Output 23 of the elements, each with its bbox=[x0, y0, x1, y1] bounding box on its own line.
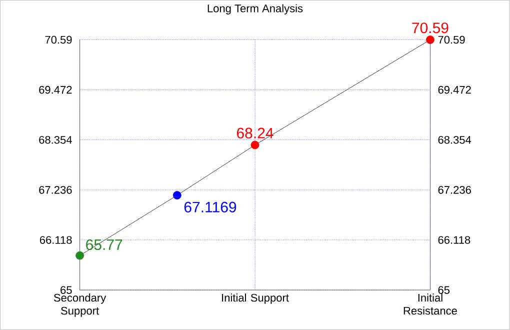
x-tick-label: Initial Resistance bbox=[404, 294, 457, 315]
y-tick-label: 70.59 bbox=[45, 36, 72, 44]
point bbox=[250, 140, 260, 150]
point bbox=[76, 251, 84, 260]
x-tick-label: Initial Support bbox=[222, 294, 289, 304]
data-label: 67.1169 bbox=[184, 202, 236, 213]
point bbox=[426, 36, 434, 44]
data-label: 68.24 bbox=[236, 128, 274, 139]
y-tick-label: 68.354 bbox=[39, 136, 72, 144]
point bbox=[172, 191, 182, 200]
x-tick-label: Secondary Support bbox=[54, 294, 106, 317]
y-tick-label: 65 bbox=[60, 286, 72, 294]
y-tick-label: 67.236 bbox=[39, 186, 72, 194]
y2-tick-label: 68.354 bbox=[438, 136, 472, 144]
y-tick-label: 66.118 bbox=[40, 236, 72, 244]
y2-tick-label: 65 bbox=[438, 286, 450, 294]
y2-tick-label: 66.118 bbox=[438, 236, 470, 244]
data-label: 70.59 bbox=[412, 22, 448, 34]
chart-title: Long Term Analysis bbox=[208, 4, 303, 15]
y2-tick-label: 70.59 bbox=[438, 36, 465, 44]
y2-tick-label: 67.236 bbox=[438, 186, 471, 194]
y-tick-label: 69.472 bbox=[39, 86, 72, 94]
y2-tick-label: 69.472 bbox=[438, 86, 471, 94]
